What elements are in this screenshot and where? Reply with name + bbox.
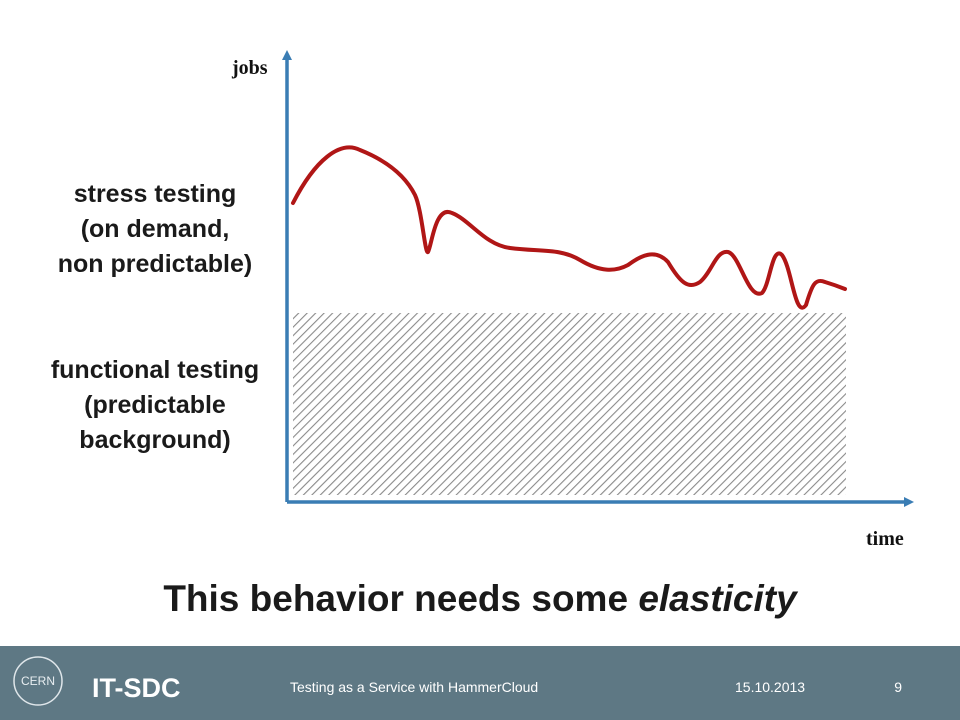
footer-bar xyxy=(0,646,960,720)
talk-title: Testing as a Service with HammerCloud xyxy=(290,679,538,695)
y-axis-label: jobs xyxy=(231,57,268,79)
background-area xyxy=(293,313,846,495)
headline: This behavior needs some elasticity xyxy=(163,578,799,619)
x-axis-label: time xyxy=(866,528,904,550)
group-name: IT-SDC xyxy=(92,673,181,703)
region-label: stress testing xyxy=(74,180,237,208)
logo-text: CERN xyxy=(21,674,55,688)
date: 15.10.2013 xyxy=(735,679,805,695)
page-number: 9 xyxy=(894,679,902,695)
headline-text: This behavior needs some xyxy=(163,578,628,619)
region-label: non predictable) xyxy=(58,250,252,278)
region-label: background) xyxy=(79,426,230,454)
region-label: (on demand, xyxy=(81,215,230,243)
headline-emphasis: elasticity xyxy=(638,578,799,619)
region-label: functional testing xyxy=(51,356,259,384)
region-label: (predictable xyxy=(84,391,226,419)
load-curve xyxy=(291,145,847,310)
logo-ring xyxy=(13,656,63,706)
